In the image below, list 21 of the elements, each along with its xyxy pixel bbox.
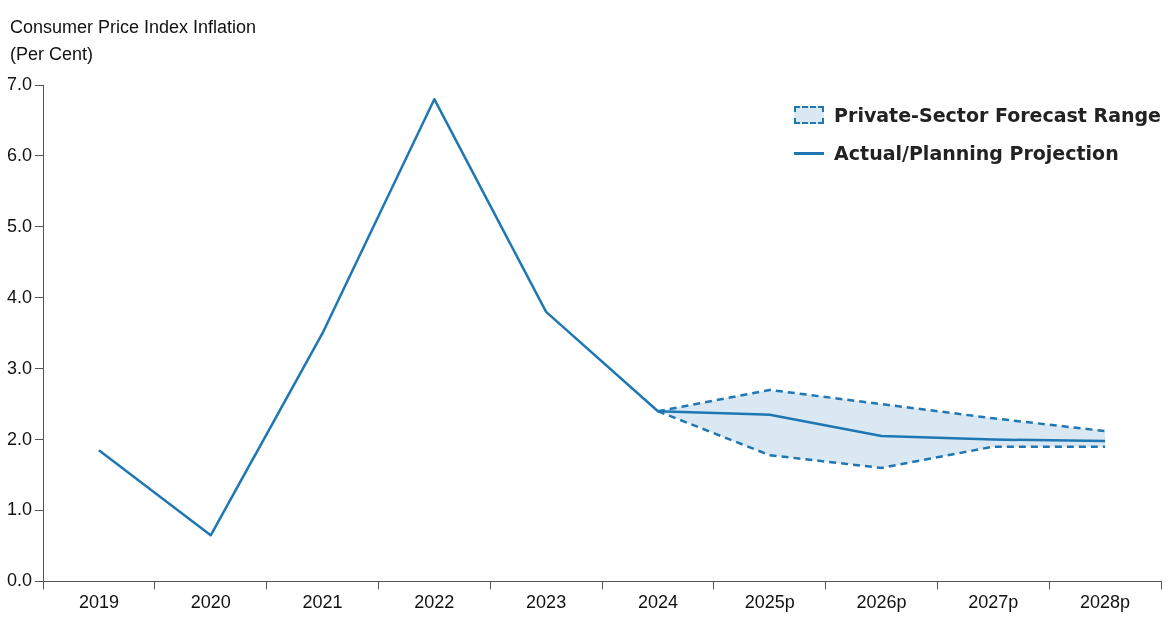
- y-tick-label: 4.0: [6, 286, 33, 307]
- x-tick-label: 2022: [414, 592, 455, 613]
- x-tick-label: 2023: [526, 592, 567, 613]
- y-tick-label: 5.0: [6, 215, 33, 236]
- legend-label: Private-Sector Forecast Range: [834, 104, 1161, 126]
- y-tick-label: 7.0: [6, 73, 33, 94]
- x-tick-label: 2021: [302, 592, 343, 613]
- x-tick-label: 2024: [637, 592, 678, 613]
- legend-label: Actual/Planning Projection: [834, 142, 1119, 164]
- y-tick-label: 1.0: [6, 499, 33, 520]
- y-axis-title: Consumer Price Index Inflation (Per Cent): [10, 16, 258, 66]
- y-tick-label: 2.0: [6, 428, 33, 449]
- x-tick-label: 2028p: [1080, 592, 1131, 613]
- y-tick-label: 3.0: [6, 357, 33, 378]
- x-tick-label: 2027p: [968, 592, 1019, 613]
- x-tick-label: 2025p: [744, 592, 795, 613]
- x-tick-label: 2019: [78, 592, 119, 613]
- y-tick-label: 0.0: [6, 570, 33, 591]
- x-tick-label: 2026p: [856, 592, 907, 613]
- x-tick-label: 2020: [190, 592, 231, 613]
- y-tick-label: 6.0: [6, 144, 33, 165]
